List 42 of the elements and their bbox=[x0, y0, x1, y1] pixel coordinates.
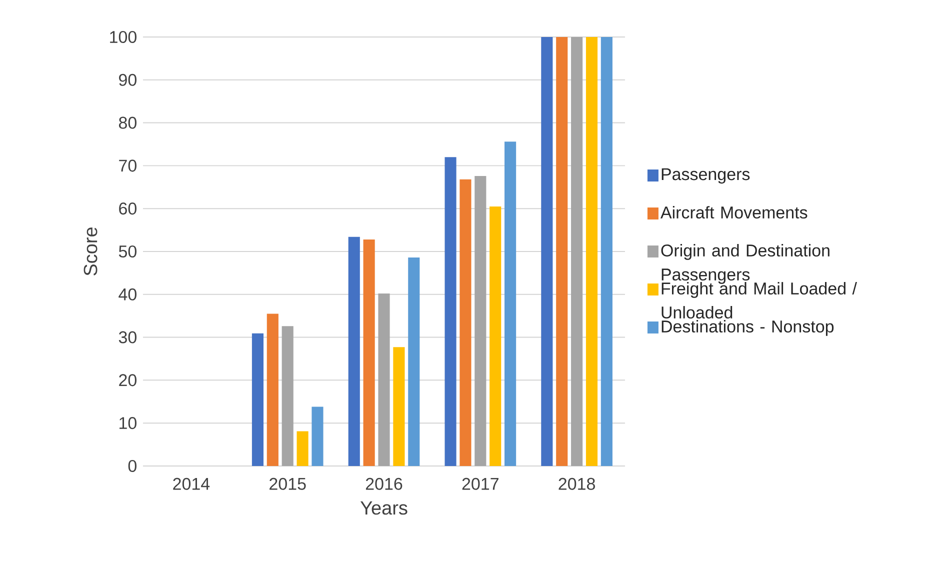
bar bbox=[408, 257, 420, 466]
bar bbox=[393, 347, 405, 466]
bar bbox=[571, 36, 583, 466]
x-tick-label: 2014 bbox=[173, 478, 210, 490]
legend-label: Aircraft Movements bbox=[660, 206, 808, 219]
y-tick-label: 70 bbox=[119, 160, 136, 172]
y-tick-label: 30 bbox=[118, 331, 136, 344]
x-axis-title: Years bbox=[360, 501, 408, 515]
y-tick-label: 20 bbox=[119, 374, 136, 386]
bar bbox=[490, 206, 502, 466]
legend-label: Destinations - Nonstop bbox=[662, 320, 834, 336]
bar bbox=[504, 142, 516, 466]
y-tick-label: 10 bbox=[120, 417, 136, 430]
y-tick-label: 60 bbox=[119, 202, 136, 215]
bar bbox=[378, 294, 390, 466]
bar bbox=[556, 36, 568, 466]
y-axis-title: Score bbox=[84, 228, 98, 276]
bar bbox=[541, 36, 553, 466]
bar bbox=[252, 333, 264, 466]
bar bbox=[296, 431, 308, 466]
x-tick-label: 2018 bbox=[558, 478, 595, 490]
x-tick-label: 2017 bbox=[462, 478, 498, 490]
bar bbox=[266, 314, 278, 466]
bar bbox=[282, 326, 294, 466]
y-tick-label: 50 bbox=[118, 245, 136, 258]
y-tick-label: 40 bbox=[118, 288, 136, 300]
y-tick-label: 100 bbox=[110, 30, 136, 44]
bar bbox=[600, 36, 612, 466]
legend-label: Freight and Mail Loaded / Unloaded bbox=[662, 282, 857, 319]
bar bbox=[363, 239, 375, 466]
bar bbox=[348, 236, 360, 466]
bar bbox=[474, 176, 486, 466]
bar bbox=[586, 36, 598, 466]
bar bbox=[312, 406, 324, 466]
x-tick-label: 2015 bbox=[270, 478, 306, 490]
bar bbox=[444, 157, 456, 466]
y-tick-label: 90 bbox=[119, 74, 136, 86]
bar bbox=[460, 179, 472, 466]
y-tick-label: 80 bbox=[118, 116, 136, 129]
legend-label: Passengers bbox=[662, 168, 750, 184]
y-tick-label: 0 bbox=[128, 460, 136, 472]
x-tick-label: 2016 bbox=[366, 478, 402, 490]
